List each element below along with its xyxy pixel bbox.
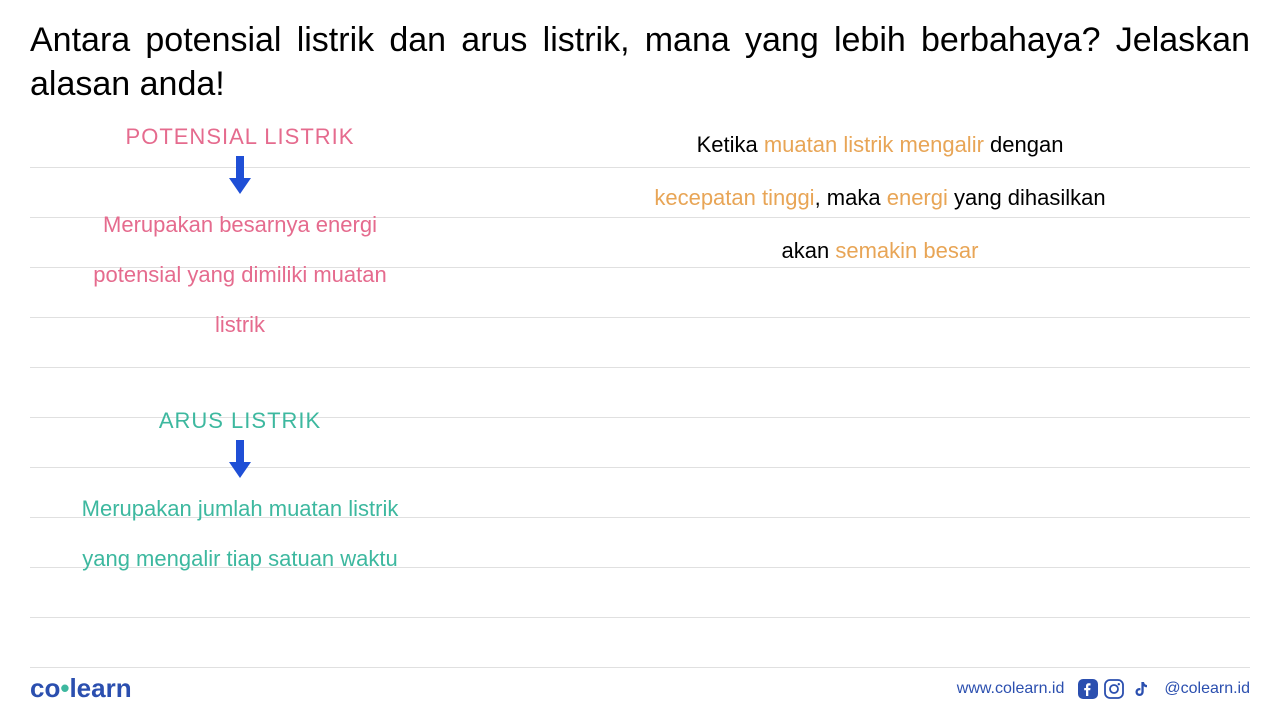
desc-potensial-line2: potensial yang dimiliki muatan	[30, 250, 450, 300]
arrow-down-2	[30, 434, 450, 484]
arrow-down-icon	[227, 154, 253, 196]
heading-arus: ARUS LISTRIK	[30, 408, 450, 434]
left-column: POTENSIAL LISTRIK Merupakan besarnya ene…	[30, 120, 450, 584]
instagram-icon	[1104, 679, 1124, 699]
right-column: Ketika muatan listrik mengalir dengan ke…	[550, 120, 1210, 279]
arrow-down-1	[30, 150, 450, 200]
facebook-icon	[1078, 679, 1098, 699]
desc-potensial-line3: listrik	[30, 300, 450, 350]
footer: co•learn www.colearn.id @colearn.id	[0, 661, 1280, 716]
social-icons	[1078, 679, 1150, 699]
explanation-line1: Ketika muatan listrik mengalir dengan	[550, 120, 1210, 173]
explanation-line3: akan semakin besar	[550, 226, 1210, 279]
explanation-line2: kecepatan tinggi, maka energi yang dihas…	[550, 173, 1210, 226]
arrow-down-icon	[227, 438, 253, 480]
heading-potensial: POTENSIAL LISTRIK	[30, 124, 450, 150]
brand-logo: co•learn	[30, 673, 132, 704]
desc-potensial-line1: Merupakan besarnya energi	[30, 200, 450, 250]
social-handle: @colearn.id	[1164, 680, 1250, 698]
desc-arus-line2: yang mengalir tiap satuan waktu	[30, 534, 450, 584]
footer-right: www.colearn.id @colearn.id	[957, 679, 1250, 699]
tiktok-icon	[1130, 679, 1150, 699]
website-url: www.colearn.id	[957, 680, 1065, 698]
question-text: Antara potensial listrik dan arus listri…	[0, 0, 1280, 116]
desc-arus-line1: Merupakan jumlah muatan listrik	[30, 484, 450, 534]
